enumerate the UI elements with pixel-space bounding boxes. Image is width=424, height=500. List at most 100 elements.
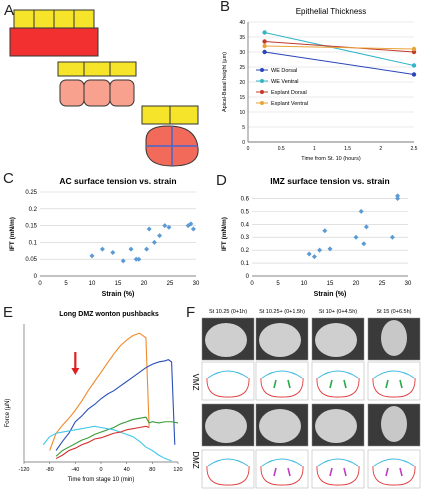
tracing-outline-cyan <box>373 458 415 467</box>
chart-c-point <box>89 253 95 259</box>
chart-d-point <box>317 247 323 253</box>
tracing-outline-cyan <box>207 370 249 379</box>
chart-e-series-line <box>55 425 150 460</box>
tracing-outline-cyan <box>261 458 303 467</box>
chart-c-ytick: 0.1 <box>29 240 38 246</box>
embryo-photo-body <box>315 323 357 357</box>
embryo-tracing-frame <box>201 449 255 489</box>
panel-f-header: St 10.25+ (0+1.5h) <box>259 309 305 315</box>
chart-c-point <box>151 239 157 245</box>
chart-c-xlabel: Strain (%) <box>102 291 135 298</box>
tracing-arrow <box>287 379 291 389</box>
cell-row-3 <box>141 105 199 167</box>
panel-a-diagram <box>9 9 199 167</box>
chart-b-xtick: 0 <box>247 146 250 152</box>
chart-b-xtick: 1 <box>313 146 316 152</box>
chart-c-point <box>162 223 168 229</box>
chart-b-ytick: 25 <box>239 65 245 71</box>
embryo-photo-body <box>205 409 247 443</box>
embryo-tracing-frame <box>367 449 421 489</box>
chart-d-point <box>363 224 369 230</box>
tracing-outline-cyan <box>373 370 415 379</box>
chart-d-point <box>358 208 364 214</box>
chart-c-ytick: 0.25 <box>25 190 37 196</box>
chart-c-point <box>190 226 196 232</box>
chart-e-series-line <box>55 359 176 451</box>
chart-d-xtick: 5 <box>276 281 280 287</box>
embryo-photo-body <box>381 320 407 356</box>
chart-d-point <box>361 241 367 247</box>
tracing-arrow <box>273 467 277 477</box>
panel-f-row-label-dmz: DMZ <box>191 451 200 468</box>
chart-b-title: Epithelial Thickness <box>296 7 367 16</box>
embryo-photo-body <box>259 409 301 443</box>
chart-d-ylabel: IFT (mN/m) <box>221 217 228 251</box>
tracing-arrow <box>343 467 347 477</box>
chart-c-point <box>136 256 142 262</box>
chart-c-point <box>146 226 152 232</box>
chart-b-series-line <box>264 51 415 75</box>
chart-c-point <box>157 233 163 239</box>
chart-c-title: AC surface tension vs. strain <box>59 176 176 186</box>
chart-c-ytick: 0.15 <box>25 224 37 230</box>
tracing-arrow <box>399 379 403 389</box>
chart-b-point <box>262 49 267 55</box>
chart-e-series-line <box>49 332 150 451</box>
chart-e-arrow-head <box>71 368 80 375</box>
embryo-photo-body <box>315 409 357 443</box>
chart-b-point <box>411 46 417 52</box>
tracing-arrow <box>329 467 333 477</box>
chart-b-xtick: 0.5 <box>278 146 285 152</box>
panel-letter-d: D <box>216 172 227 189</box>
chart-d-ytick: 0.1 <box>241 261 250 267</box>
embryo-photo-body <box>259 323 301 357</box>
panel-f-header: St 10.25 (0+1h) <box>209 309 247 315</box>
tracing-outline-red <box>316 465 360 486</box>
panel-letter-b: B <box>220 0 231 15</box>
chart-c-point <box>144 246 150 252</box>
chart-e-xtick: 40 <box>124 467 130 473</box>
chart-c-point <box>166 224 172 230</box>
tracing-outline-red <box>372 465 416 486</box>
chart-d-point <box>353 234 359 240</box>
chart-b-point <box>411 63 417 68</box>
chart-d-ytick: 0.2 <box>241 248 250 254</box>
chart-c-ytick: 0 <box>34 274 38 280</box>
chart-b-legend-marker <box>260 68 264 72</box>
tracing-outline-cyan <box>317 458 359 467</box>
chart-b-series-line <box>264 45 415 50</box>
chart-d-xtick: 30 <box>405 281 412 287</box>
tracing-arrow <box>343 379 347 389</box>
chart-e-title: Long DMZ wonton pushbacks <box>59 311 159 318</box>
chart-d-ytick: 0.6 <box>241 196 250 202</box>
chart-b-ylabel: Apical-Basal height (µm) <box>222 52 228 112</box>
panel-letter-a: A <box>4 2 15 19</box>
chart-b-legend-marker <box>260 101 264 105</box>
chart-b-legend-marker <box>260 79 264 83</box>
chart-d-point <box>311 254 317 260</box>
tracing-arrow <box>287 467 291 477</box>
chart-e-xlabel: Time from stage 10 (min) <box>68 477 135 483</box>
cell-row-2 <box>57 61 137 107</box>
chart-b-point <box>411 72 417 77</box>
chart-c: AC surface tension vs. strain 0 0.05 0.1 0.1… <box>9 176 200 298</box>
embryo-photo-body <box>381 406 407 442</box>
chart-c-point <box>110 249 116 255</box>
tracing-outline-cyan <box>207 458 249 467</box>
embryo-tracing-frame <box>255 449 309 489</box>
chart-b: Epithelial Thickness 0 5 10 15 20 25 30 35 40 0 0.5… <box>222 7 418 162</box>
chart-e-series-line <box>55 416 179 457</box>
chart-c-point <box>133 256 139 262</box>
chart-e: Long DMZ wonton pushbacks -120 -80 -40 0 40 80… <box>5 311 183 483</box>
chart-e-ylabel: Force (µN) <box>5 399 11 428</box>
panel-f-figure: St 10.25 (0+1h) St 10.25+ (0+1.5h) St 10+ … <box>191 309 421 489</box>
chart-d-xtick: 20 <box>353 281 360 287</box>
chart-b-series-line <box>264 41 415 53</box>
panel-f-row-label-vmz: VMZ <box>191 374 200 391</box>
panel-letter-c: C <box>3 170 14 187</box>
tracing-arrow <box>385 467 389 477</box>
chart-d-point <box>322 228 328 234</box>
embryo-tracing-frame <box>311 361 365 401</box>
chart-d-ytick: 0.5 <box>241 209 250 215</box>
tracing-outline-red <box>260 465 304 486</box>
